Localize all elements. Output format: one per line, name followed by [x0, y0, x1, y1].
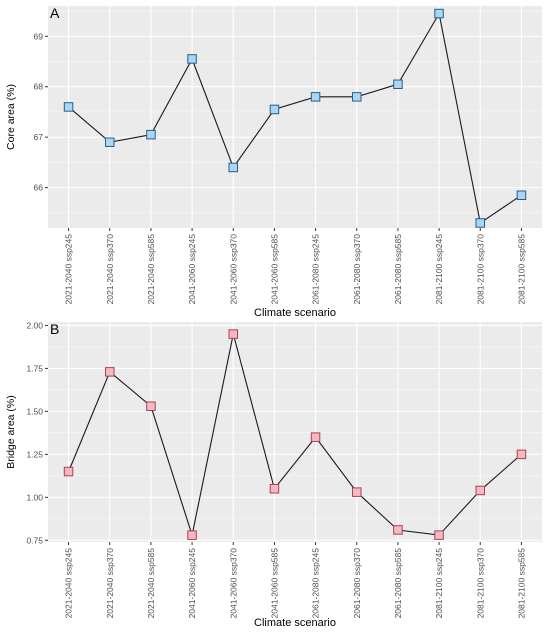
chart-panel-a: 66 67 68 69 2021-2040 ssp245 2021-2040 ssp370… [5, 5, 542, 319]
panel-label: A [50, 5, 60, 21]
y-tick-label: 2.00 [26, 320, 43, 330]
data-point-marker [63, 466, 74, 477]
y-tick-label: 1.25 [26, 449, 43, 459]
series-line [68, 12, 522, 224]
data-point-marker [105, 137, 115, 147]
x-tick-label: 2041-2060 ssp245 [187, 548, 197, 619]
series-line [68, 333, 522, 538]
data-point-marker [434, 530, 444, 540]
x-tick-label: 2041-2060 ssp370 [228, 234, 238, 305]
y-tick-label: 66 [34, 183, 44, 193]
data-point-marker [352, 92, 362, 102]
x-tick-label: 2041-2060 ssp370 [228, 548, 238, 619]
data-point-marker [434, 8, 444, 19]
x-tick-label: 2021-2040 ssp370 [105, 234, 115, 305]
x-tick-label: 2081-2100 ssp370 [475, 548, 485, 619]
y-tick-label: 1.75 [26, 363, 43, 373]
data-point-marker [228, 329, 238, 339]
x-tick-label: 2061-2080 ssp245 [311, 548, 321, 619]
x-tick-label: 2021-2040 ssp245 [64, 234, 74, 305]
data-point-marker [146, 401, 156, 411]
data-point-marker [393, 79, 403, 89]
x-tick-label: 2061-2080 ssp585 [393, 234, 403, 305]
data-point-marker [269, 104, 280, 115]
x-tick-label: 2081-2100 ssp585 [516, 234, 526, 305]
data-point-marker [516, 449, 527, 460]
x-tick-label: 2021-2040 ssp245 [64, 548, 74, 619]
data-point-marker [516, 190, 527, 200]
y-axis-title: Core area (%) [5, 84, 17, 150]
data-point-marker [63, 102, 74, 112]
x-tick-label: 2081-2100 ssp370 [475, 234, 485, 305]
y-axis-title: Bridge area (%) [5, 395, 17, 469]
data-point-marker [352, 487, 362, 497]
y-tick-label: 69 [34, 31, 44, 41]
x-tick-label: 2021-2040 ssp585 [146, 548, 156, 619]
plot-background [48, 6, 542, 228]
y-tick-label: 1.00 [26, 492, 43, 502]
data-point-marker [310, 92, 321, 102]
data-point-marker [269, 484, 280, 494]
y-tick-label: 67 [34, 132, 44, 142]
data-point-marker [187, 54, 197, 64]
data-point-marker [146, 129, 156, 140]
x-tick-label: 2061-2080 ssp585 [393, 548, 403, 619]
chart-panel-b: 0.75 1.00 1.25 1.50 1.75 2.00 2021-2040 ssp245… [5, 320, 542, 629]
data-point-marker [393, 525, 403, 535]
plot-background [48, 322, 542, 542]
data-point-marker [475, 485, 485, 496]
x-tick-label: 2041-2060 ssp585 [269, 234, 279, 305]
x-tick-label: 2061-2080 ssp245 [311, 234, 321, 305]
x-axis-title: Climate scenario [254, 617, 336, 629]
x-tick-label: 2021-2040 ssp370 [105, 548, 115, 619]
data-point-marker [228, 162, 238, 173]
x-axis-title: Climate scenario [254, 307, 336, 319]
data-point-marker [310, 432, 321, 442]
data-point-marker [475, 218, 485, 228]
x-tick-label: 2081-2100 ssp585 [516, 548, 526, 619]
x-tick-label: 2061-2080 ssp370 [352, 548, 362, 619]
x-tick-label: 2041-2060 ssp245 [187, 234, 197, 305]
y-tick-label: 68 [34, 82, 44, 92]
x-tick-label: 2041-2060 ssp585 [269, 548, 279, 619]
y-tick-label: 0.75 [26, 535, 43, 545]
x-tick-label: 2021-2040 ssp585 [146, 234, 156, 305]
x-tick-label: 2061-2080 ssp370 [352, 234, 362, 305]
data-point-marker [187, 530, 197, 540]
y-tick-label: 1.50 [26, 406, 43, 416]
x-tick-label: 2081-2100 ssp245 [434, 548, 444, 619]
panel-label: B [50, 321, 59, 337]
x-tick-label: 2081-2100 ssp245 [434, 234, 444, 305]
data-point-marker [105, 367, 115, 377]
